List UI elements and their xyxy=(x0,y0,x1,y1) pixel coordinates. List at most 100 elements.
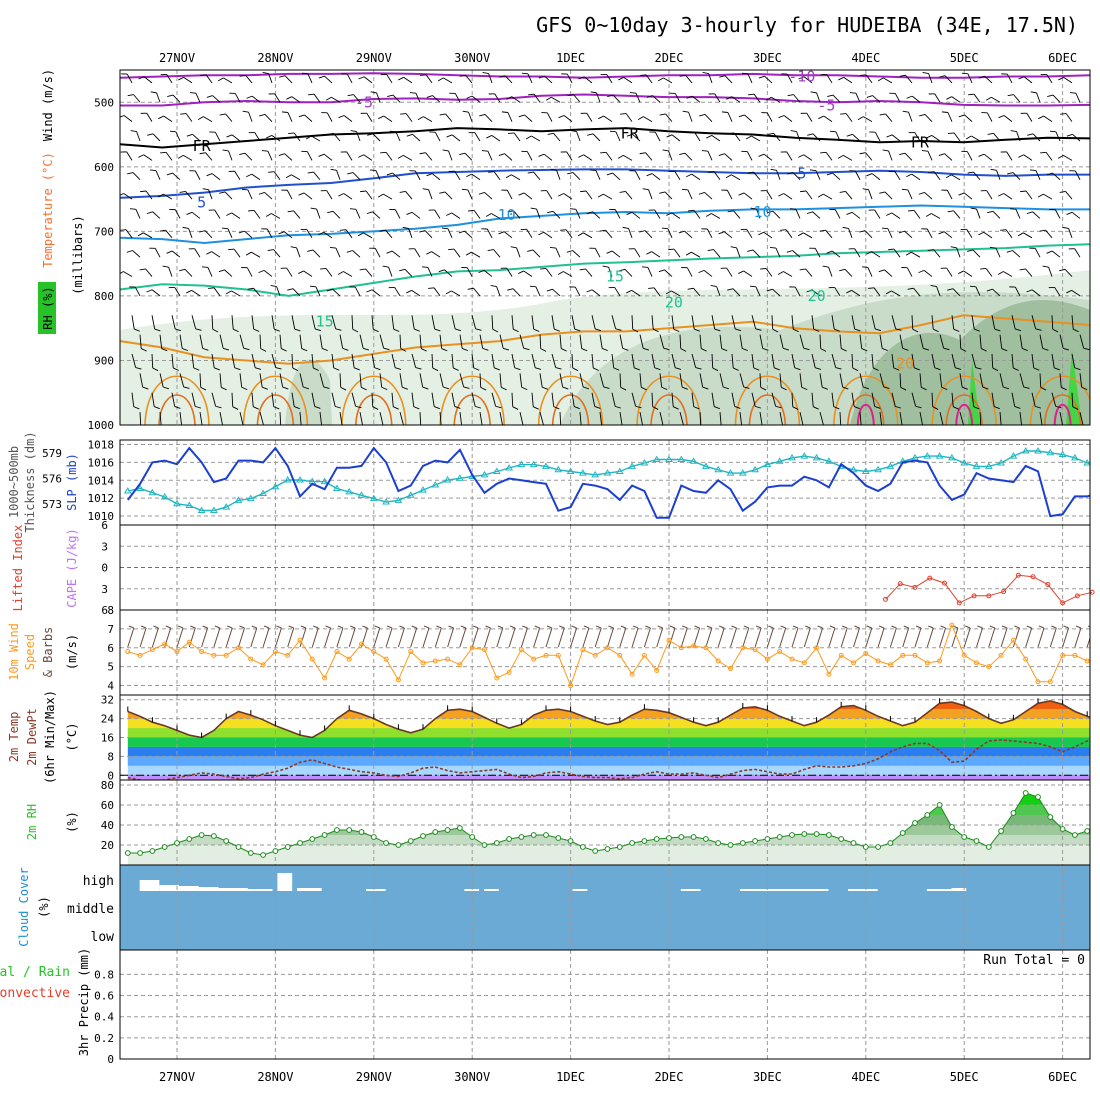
wind10m-point xyxy=(162,641,168,647)
wind-barb xyxy=(966,229,973,239)
wind-barb-flag xyxy=(747,249,754,252)
wind-barb-flag xyxy=(881,227,888,230)
wind-barb-flag xyxy=(1019,268,1026,271)
wind-barb-flag xyxy=(247,287,254,290)
wind-barb-flag xyxy=(206,173,213,177)
wind-barb xyxy=(171,250,181,258)
thickness-marker xyxy=(665,455,673,463)
wind-barb-flag xyxy=(948,132,955,134)
wind-barb xyxy=(526,151,533,161)
rh-line xyxy=(127,792,1090,856)
wind-barb xyxy=(199,373,202,388)
hot-contour xyxy=(955,404,974,425)
wind-barb xyxy=(595,170,601,180)
wind-barb xyxy=(891,315,897,329)
rh-point xyxy=(887,840,894,846)
wind-barb-flag xyxy=(120,115,125,118)
wind-barb-flag xyxy=(665,290,672,295)
wind-barb-flag xyxy=(1058,76,1064,81)
wind-barb-flag xyxy=(478,191,485,195)
wind-barb-flag xyxy=(397,154,404,159)
wind-barb-flag xyxy=(639,152,646,155)
wind-barb xyxy=(419,334,422,349)
y-tick-thickness: 576 xyxy=(42,472,62,485)
thickness-marker xyxy=(136,484,144,491)
wind-barb-flag xyxy=(1030,91,1037,94)
wind-barb-flag xyxy=(475,405,482,409)
wind-barb-flag xyxy=(465,251,472,256)
rh-band xyxy=(127,835,1090,845)
wind-barb-flag xyxy=(182,226,189,229)
wind-barb-flag xyxy=(809,169,816,172)
wind-barb xyxy=(303,192,313,200)
wind10m-barb-flag xyxy=(251,625,257,629)
wind-barb-flag xyxy=(1037,193,1044,198)
lifted-index-point xyxy=(1074,593,1080,599)
wind-barb-flag xyxy=(975,367,982,370)
wind-barb-flag xyxy=(998,115,1005,119)
wind10m-barb xyxy=(889,627,897,648)
wind-barb xyxy=(126,73,133,84)
wind10m-barb-flag xyxy=(817,625,823,629)
rh-point xyxy=(666,835,672,841)
wind-barb-flag xyxy=(1022,426,1028,428)
wind-barb xyxy=(146,112,153,122)
wind-barb xyxy=(551,96,561,103)
wind10m-point xyxy=(887,662,893,668)
wind-barb xyxy=(665,113,673,122)
wind-barb-flag xyxy=(287,288,294,291)
wind-barb-flag xyxy=(569,208,576,210)
wind-barb-flag xyxy=(379,229,386,232)
wind-barb xyxy=(304,114,313,122)
date-label-bottom: 6DEC xyxy=(1048,1070,1077,1084)
wind-barb xyxy=(374,248,381,258)
wind-barb-flag xyxy=(363,426,369,428)
wind-barb xyxy=(291,174,301,181)
wind-barb-flag xyxy=(140,190,147,193)
wind-barb xyxy=(859,412,862,425)
wind-barb xyxy=(405,191,413,200)
wind-barb xyxy=(832,94,841,103)
wind-barb-flag xyxy=(361,386,367,391)
wind-barb xyxy=(211,173,221,181)
wind-barb xyxy=(311,315,316,330)
wind-barb-flag xyxy=(946,96,952,100)
thickness-marker xyxy=(1021,447,1030,454)
wind-barb xyxy=(1032,211,1041,219)
wind-barb xyxy=(891,353,895,368)
wind-barb xyxy=(225,113,233,122)
wind10m-barb-flag xyxy=(448,625,454,629)
wind-barb-flag xyxy=(620,113,627,115)
wind-barb xyxy=(816,92,821,103)
y-tick-pressure: 500 xyxy=(94,96,114,109)
wind-barb-flag xyxy=(503,426,509,428)
wind-barb xyxy=(594,248,601,258)
lifted-index-point xyxy=(927,575,933,581)
wind-barb-flag xyxy=(922,72,929,74)
wind10m-barb-flag xyxy=(620,625,626,629)
wind-barb xyxy=(496,286,501,297)
cloud-gap xyxy=(365,889,386,891)
wind-barb xyxy=(346,73,353,84)
wind10m-barb-flag xyxy=(276,625,282,629)
wind-barb xyxy=(926,228,933,239)
wind-barb xyxy=(1059,373,1062,388)
wind-barb-flag xyxy=(381,386,388,391)
wind-barb-flag xyxy=(978,153,985,157)
wind-barb-flag xyxy=(241,188,248,191)
wind-barb-flag xyxy=(859,152,866,155)
wind-barb-flag xyxy=(635,405,642,409)
wind-barb-flag xyxy=(386,172,393,176)
wind10m-point xyxy=(494,675,500,681)
thickness-marker xyxy=(579,469,587,476)
wind-barb xyxy=(603,193,613,200)
wind-barb-flag xyxy=(241,386,248,391)
wind10m-barb-flag xyxy=(1088,625,1090,628)
wind-barb xyxy=(575,209,581,219)
wind-barb-flag xyxy=(178,76,184,81)
wind-barb-flag xyxy=(699,114,706,117)
wind-barb-flag xyxy=(666,134,673,138)
wind-barb-flag xyxy=(414,328,420,332)
wind-barb-flag xyxy=(494,367,500,371)
wind-barb xyxy=(552,210,561,219)
